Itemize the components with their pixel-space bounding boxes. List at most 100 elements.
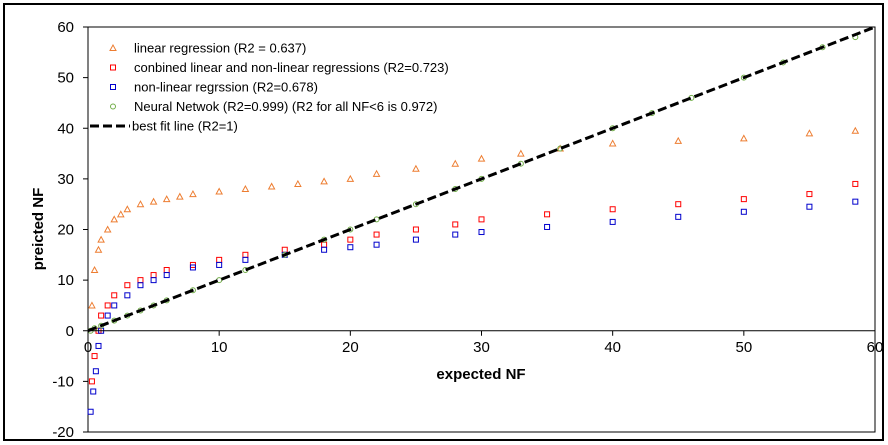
series-1-point-19 xyxy=(478,216,485,223)
series-1-point-22 xyxy=(675,201,682,208)
series-0-point-1 xyxy=(90,265,99,273)
series-2-point-13 xyxy=(242,256,249,263)
legend-label-0: linear regression (R2 = 0.637) xyxy=(134,41,306,56)
legend-key-1 xyxy=(110,64,116,71)
y-tick-label-3: 10 xyxy=(57,272,74,289)
series-2-point-8 xyxy=(137,282,144,289)
series-2-point-16 xyxy=(347,244,354,251)
series-0-point-8 xyxy=(136,200,145,208)
series-0-point-3 xyxy=(97,235,105,243)
series-2-point-5 xyxy=(104,312,111,319)
series-2-point-20 xyxy=(478,229,485,236)
series-0-point-28 xyxy=(805,129,814,137)
series-0-point-2 xyxy=(94,245,103,253)
series-1-point-6 xyxy=(124,282,131,289)
x-tick-label-0: 0 xyxy=(84,339,92,356)
x-tick-label-1: 10 xyxy=(211,339,228,356)
series-2-point-21 xyxy=(544,223,551,230)
y-tick-label-7: 50 xyxy=(57,70,74,87)
best-fit-line xyxy=(87,25,876,333)
legend-key-0 xyxy=(109,43,117,51)
series-2-point-9 xyxy=(150,277,157,284)
series-0-point-22 xyxy=(477,154,486,162)
series-0-point-27 xyxy=(739,134,748,142)
legend-key-3 xyxy=(110,103,116,110)
series-2-point-22 xyxy=(609,218,616,225)
series-2-point-10 xyxy=(163,272,170,279)
series-0-point-0 xyxy=(88,301,96,309)
legend-label-4: best fit line (R2=1) xyxy=(132,119,238,134)
y-axis-title: preicted NF xyxy=(30,188,47,271)
series-1-point-4 xyxy=(104,302,111,309)
series-2-point-12 xyxy=(216,261,223,268)
series-1-point-16 xyxy=(373,231,380,238)
series-0-point-12 xyxy=(189,190,197,198)
series-0-point-13 xyxy=(215,187,224,195)
series-2-point-18 xyxy=(412,236,419,243)
series-1-point-18 xyxy=(452,221,459,228)
series-2-point-7 xyxy=(124,292,131,299)
data-points xyxy=(87,34,860,415)
series-2-point-17 xyxy=(373,241,380,248)
series-0-point-9 xyxy=(149,197,158,205)
series-1-point-0 xyxy=(88,378,95,385)
legend: linear regression (R2 = 0.637) conbined l… xyxy=(90,41,449,134)
series-0-point-19 xyxy=(372,169,381,177)
series-1-point-3 xyxy=(98,312,105,319)
x-axis-title: expected NF xyxy=(436,366,525,383)
series-0-point-25 xyxy=(608,139,617,147)
series-1-point-20 xyxy=(544,211,551,218)
series-2-point-2 xyxy=(92,368,99,375)
series-0-point-15 xyxy=(267,182,276,190)
series-1-point-15 xyxy=(347,236,354,243)
legend-label-2: non-linear regrssion (R2=0.678) xyxy=(134,80,318,95)
series-0-point-18 xyxy=(346,174,355,182)
x-tick-label-2: 20 xyxy=(342,339,359,356)
y-tick-label-2: 0 xyxy=(66,323,74,340)
series-2-point-15 xyxy=(321,246,328,253)
legend-label-3: Neural Netwok (R2=0.999) (R2 for all NF<… xyxy=(134,99,437,114)
y-tick-label-8: 60 xyxy=(57,19,74,36)
series-0-point-6 xyxy=(116,210,125,218)
series-2-point-11 xyxy=(189,264,196,271)
y-tick-label-6: 40 xyxy=(57,120,74,137)
series-2-point-1 xyxy=(90,388,97,395)
series-2-point-25 xyxy=(806,203,813,210)
x-tick-label-3: 30 xyxy=(473,339,490,356)
series-0-point-5 xyxy=(110,215,119,223)
series-0-point-10 xyxy=(162,195,171,203)
legend-label-1: conbined linear and non-linear regressio… xyxy=(134,60,449,75)
chart-outer-border xyxy=(3,3,884,441)
series-0-point-17 xyxy=(320,177,328,185)
x-tick-label-5: 50 xyxy=(735,339,752,356)
series-1-point-24 xyxy=(806,191,813,198)
series-2-point-26 xyxy=(852,198,859,205)
series-2-point-0 xyxy=(87,408,94,415)
series-0-point-26 xyxy=(674,136,683,144)
series-0-point-7 xyxy=(123,205,132,213)
series-1-point-21 xyxy=(609,206,616,213)
series-2-point-23 xyxy=(675,213,682,220)
y-axis: -20 -10 0 10 20 30 40 50 60 xyxy=(52,19,88,441)
series-0-point-21 xyxy=(451,159,460,167)
x-axis: 0 10 20 30 40 50 60 xyxy=(84,330,884,356)
legend-key-2 xyxy=(110,84,116,90)
series-0-point-20 xyxy=(412,164,420,172)
x-tick-label-4: 40 xyxy=(604,339,621,356)
y-tick-label-0: -20 xyxy=(52,424,74,441)
series-0-point-23 xyxy=(517,149,525,157)
series-0-point-14 xyxy=(241,184,250,192)
x-tick-label-6: 60 xyxy=(867,339,884,356)
series-0-point-29 xyxy=(851,126,860,134)
series-2-point-19 xyxy=(452,231,459,238)
series-1-point-5 xyxy=(111,292,118,299)
series-1-point-25 xyxy=(852,180,859,187)
series-1-point-17 xyxy=(412,226,419,233)
series-1-point-23 xyxy=(740,196,747,203)
y-tick-label-1: -10 xyxy=(52,373,74,390)
y-tick-label-5: 30 xyxy=(57,171,74,188)
series-0-point-16 xyxy=(294,179,302,187)
series-1-point-1 xyxy=(91,353,98,360)
series-2-point-24 xyxy=(740,208,747,215)
